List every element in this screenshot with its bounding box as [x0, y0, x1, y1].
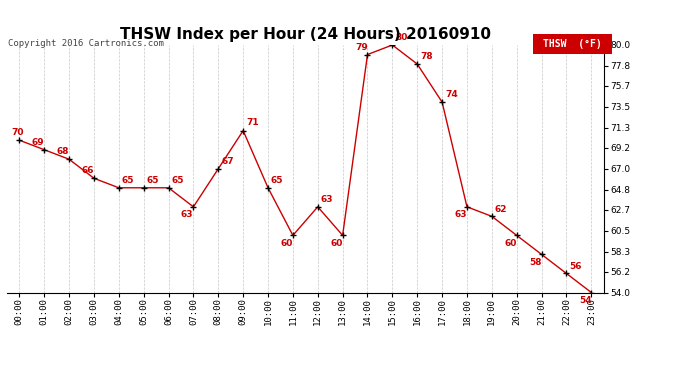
Text: 78: 78	[420, 52, 433, 61]
Title: THSW Index per Hour (24 Hours) 20160910: THSW Index per Hour (24 Hours) 20160910	[120, 27, 491, 42]
Text: 79: 79	[355, 43, 368, 52]
Text: 58: 58	[529, 258, 542, 267]
Text: 63: 63	[455, 210, 467, 219]
Text: 63: 63	[321, 195, 333, 204]
Text: THSW  (°F): THSW (°F)	[543, 39, 602, 49]
Text: 80: 80	[395, 33, 408, 42]
Text: Copyright 2016 Cartronics.com: Copyright 2016 Cartronics.com	[8, 39, 164, 48]
Text: 71: 71	[246, 117, 259, 126]
Text: 67: 67	[221, 157, 234, 166]
Text: 60: 60	[330, 239, 342, 248]
Text: 65: 65	[270, 176, 284, 185]
Text: 60: 60	[280, 239, 293, 248]
Text: 65: 65	[146, 176, 159, 185]
Text: 65: 65	[171, 176, 184, 185]
Text: 66: 66	[81, 166, 94, 176]
Text: 63: 63	[181, 210, 193, 219]
Text: 74: 74	[445, 90, 457, 99]
Text: 54: 54	[579, 296, 591, 305]
Text: 65: 65	[121, 176, 134, 185]
Text: 68: 68	[57, 147, 69, 156]
Text: 60: 60	[504, 239, 517, 248]
Text: 70: 70	[11, 128, 23, 137]
Text: 56: 56	[569, 262, 582, 271]
Text: 62: 62	[495, 205, 507, 214]
Text: 69: 69	[32, 138, 44, 147]
